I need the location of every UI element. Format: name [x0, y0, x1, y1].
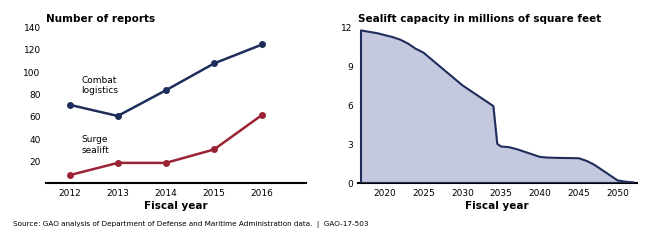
Text: Sealift capacity in millions of square feet: Sealift capacity in millions of square f… [358, 14, 601, 24]
X-axis label: Fiscal year: Fiscal year [144, 200, 207, 210]
Text: Combat
logistics: Combat logistics [82, 76, 118, 95]
X-axis label: Fiscal year: Fiscal year [465, 200, 529, 210]
Text: Number of reports: Number of reports [46, 14, 155, 24]
Text: Source: GAO analysis of Department of Defense and Maritime Administration data. : Source: GAO analysis of Department of De… [13, 220, 369, 227]
Text: Surge
sealift: Surge sealift [82, 135, 109, 154]
